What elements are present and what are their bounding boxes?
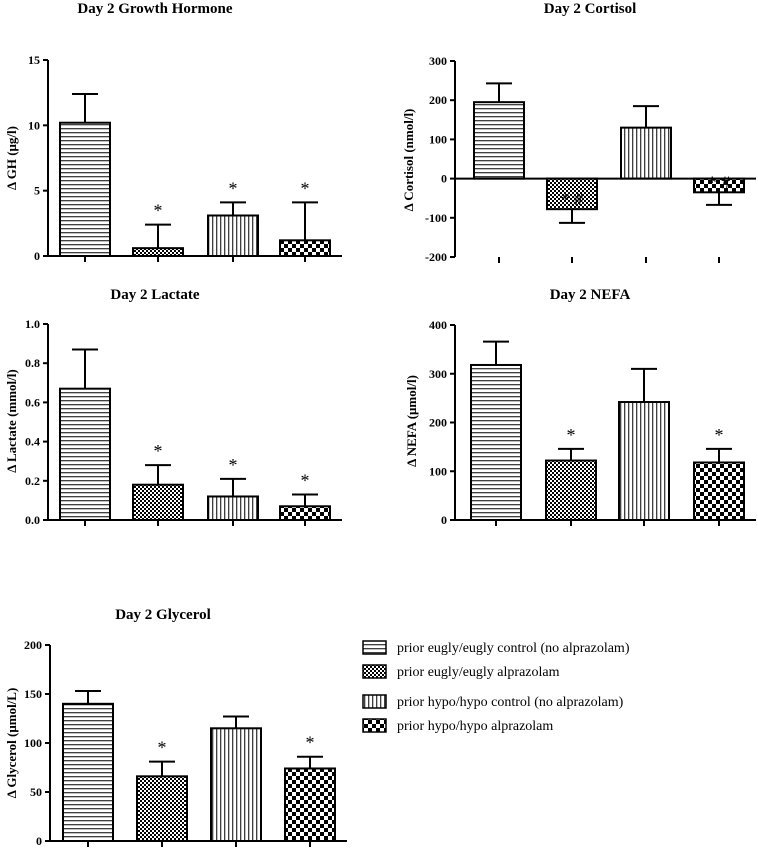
- significance-marker: *: [301, 178, 310, 198]
- plot-area: 0 100 200 300 400 * *: [429, 318, 756, 527]
- y-tick-label: -200: [425, 250, 447, 264]
- y-tick-label: 1.0: [25, 317, 40, 331]
- legend-label: prior hypo/hypo control (no alprazolam): [397, 695, 624, 710]
- y-tick-label: 0: [36, 834, 42, 848]
- y-tick-label: 15: [28, 53, 40, 67]
- panel-glycerol: Day 2 Glycerol Δ Glycerol (μmol/L): [4, 607, 211, 798]
- y-axis-label: Δ Cortisol (nmol/l): [401, 109, 416, 212]
- legend-item: prior eugly/eugly control (no alprazolam…: [362, 640, 630, 656]
- panel-title: Day 2 Glycerol: [115, 607, 211, 623]
- panel-title: Day 2 Growth Hormone: [77, 1, 232, 17]
- y-axis-label: Δ Glycerol (μmol/L): [4, 688, 19, 799]
- panel-gh: Day 2 Growth Hormone Δ GH (μg/l): [4, 1, 233, 190]
- panel-title: Day 2 Cortisol: [544, 1, 637, 17]
- bar: [279, 239, 331, 258]
- y-tick-label: 200: [429, 93, 447, 107]
- significance-marker: * #: [561, 189, 584, 209]
- y-axis-label: Δ GH (μg/l): [4, 126, 19, 190]
- y-tick-label: 50: [30, 785, 42, 799]
- bar: [136, 775, 188, 843]
- bar: [207, 214, 259, 257]
- legend: prior eugly/eugly control (no alprazolam…: [362, 640, 630, 734]
- bar: [59, 387, 111, 521]
- y-tick-label: 200: [429, 416, 447, 430]
- y-tick-label: 300: [429, 54, 447, 68]
- y-tick-label: 100: [24, 736, 42, 750]
- legend-swatch: [362, 694, 387, 709]
- legend-label: prior hypo/hypo alprazolam: [397, 719, 553, 734]
- y-tick-label: 5: [34, 184, 40, 198]
- significance-marker: *: [306, 733, 315, 753]
- significance-marker: *: [158, 738, 167, 758]
- bar: [284, 767, 336, 842]
- significance-marker: *: [715, 425, 724, 445]
- y-tick-label: 300: [429, 367, 447, 381]
- legend-item: prior eugly/eugly alprazolam: [362, 664, 560, 680]
- bar: [470, 363, 522, 521]
- legend-label: prior eugly/eugly control (no alprazolam…: [397, 641, 630, 656]
- y-tick-label: 400: [429, 318, 447, 332]
- significance-marker: *: [154, 201, 163, 221]
- bar: [618, 401, 670, 521]
- y-tick-label: 150: [24, 687, 42, 701]
- panel-nefa: Day 2 NEFA Δ NEFA (μmol/l): [404, 287, 630, 467]
- bar: [279, 505, 331, 521]
- significance-marker: *: [154, 441, 163, 461]
- bar: [59, 121, 111, 257]
- legend-swatch: [362, 718, 387, 733]
- legend-swatch: [362, 640, 387, 655]
- legend-label: prior eugly/eugly alprazolam: [397, 665, 560, 680]
- y-tick-label: 0.4: [25, 435, 40, 449]
- y-tick-label: 100: [429, 464, 447, 478]
- y-axis-label: Δ Lactate (mmol/l): [4, 369, 19, 472]
- legend-item: prior hypo/hypo control (no alprazolam): [362, 694, 624, 710]
- bar: [693, 461, 745, 522]
- panel-cortisol: Day 2 Cortisol Δ Cortisol (nmol/l): [401, 1, 636, 211]
- significance-marker: *: [229, 455, 238, 475]
- panel-lactate: Day 2 Lactate Δ Lactate (mmol/l): [4, 287, 200, 473]
- bar: [545, 459, 597, 521]
- y-tick-label: 0.2: [25, 474, 40, 488]
- y-axis-label: Δ NEFA (μmol/l): [404, 375, 419, 467]
- bar: [473, 101, 525, 180]
- significance-marker: *: [229, 178, 238, 198]
- panel-title: Day 2 NEFA: [550, 287, 631, 303]
- plot-area: -200 -100 0 100 200 300 * # * #: [425, 54, 756, 264]
- bar: [207, 495, 259, 522]
- y-tick-label: 10: [28, 118, 40, 132]
- plot-area: 0 50 100 150 200 * *: [24, 638, 347, 848]
- significance-marker: *: [567, 425, 576, 445]
- y-tick-label: 0.8: [25, 356, 40, 370]
- y-tick-label: -100: [425, 211, 447, 225]
- significance-marker: * #: [708, 172, 731, 192]
- bar: [62, 702, 114, 842]
- y-tick-label: 0.6: [25, 395, 40, 409]
- y-tick-label: 0: [441, 172, 447, 186]
- y-tick-label: 200: [24, 638, 42, 652]
- y-tick-label: 0: [34, 249, 40, 263]
- significance-marker: *: [301, 471, 310, 491]
- legend-item: prior hypo/hypo alprazolam: [362, 718, 553, 734]
- bar: [620, 126, 672, 180]
- plot-area: 0.0 0.2 0.4 0.6 0.8 1.0 * * *: [25, 317, 342, 527]
- bar: [210, 727, 262, 842]
- bar: [132, 483, 184, 521]
- panel-title: Day 2 Lactate: [110, 287, 199, 303]
- y-tick-label: 0: [441, 513, 447, 527]
- legend-swatch: [362, 664, 387, 679]
- y-tick-label: 0.0: [25, 513, 40, 527]
- plot-area: 0 5 10 15 * * *: [28, 53, 342, 263]
- y-tick-label: 100: [429, 132, 447, 146]
- bar: [132, 247, 184, 258]
